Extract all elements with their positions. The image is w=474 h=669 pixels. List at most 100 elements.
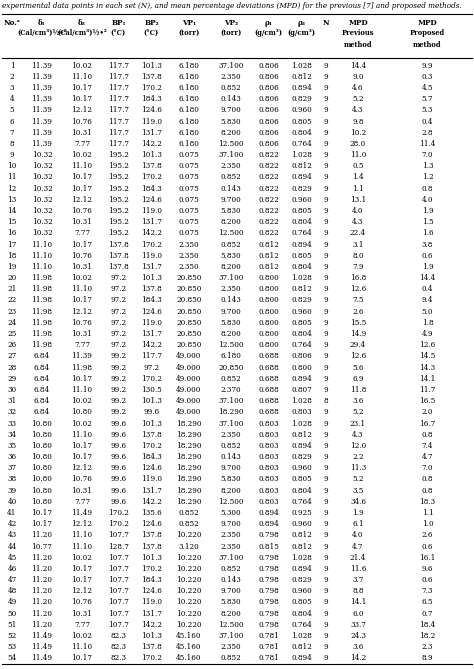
Text: 0.798: 0.798 bbox=[258, 587, 279, 595]
Text: 49: 49 bbox=[8, 599, 17, 607]
Text: 11.98: 11.98 bbox=[31, 330, 53, 338]
Text: 11.39: 11.39 bbox=[32, 118, 53, 126]
Text: 0.894: 0.894 bbox=[291, 654, 312, 662]
Text: 0.6: 0.6 bbox=[422, 252, 433, 260]
Text: 9: 9 bbox=[323, 341, 328, 349]
Text: 0.806: 0.806 bbox=[258, 140, 279, 148]
Text: 0.806: 0.806 bbox=[258, 95, 279, 103]
Text: 2.350: 2.350 bbox=[179, 252, 199, 260]
Text: 137.8: 137.8 bbox=[141, 285, 162, 293]
Text: 0.812: 0.812 bbox=[291, 73, 312, 81]
Text: 9: 9 bbox=[323, 386, 328, 394]
Text: 117.7: 117.7 bbox=[108, 62, 129, 70]
Text: Previous: Previous bbox=[342, 29, 374, 37]
Text: 6.5: 6.5 bbox=[422, 599, 433, 607]
Text: 10.17: 10.17 bbox=[72, 442, 92, 450]
Text: 9: 9 bbox=[323, 353, 328, 361]
Text: (torr): (torr) bbox=[220, 29, 242, 37]
Text: 107.7: 107.7 bbox=[108, 609, 129, 617]
Text: 15.5: 15.5 bbox=[350, 319, 366, 327]
Text: 4.9: 4.9 bbox=[422, 330, 433, 338]
Text: 13.1: 13.1 bbox=[350, 196, 366, 204]
Text: 0.798: 0.798 bbox=[258, 599, 279, 607]
Text: 18: 18 bbox=[7, 252, 17, 260]
Text: 10.80: 10.80 bbox=[32, 464, 53, 472]
Text: δ₂: δ₂ bbox=[78, 19, 86, 27]
Text: 0.894: 0.894 bbox=[291, 375, 312, 383]
Text: 10.31: 10.31 bbox=[72, 609, 92, 617]
Text: 0.800: 0.800 bbox=[258, 274, 279, 282]
Text: 20.850: 20.850 bbox=[176, 274, 202, 282]
Text: 8.8: 8.8 bbox=[352, 587, 364, 595]
Text: 11.10: 11.10 bbox=[31, 252, 53, 260]
Text: 0.804: 0.804 bbox=[291, 609, 312, 617]
Text: 12.500: 12.500 bbox=[218, 498, 244, 506]
Text: (torr): (torr) bbox=[178, 29, 200, 37]
Text: 23.1: 23.1 bbox=[350, 419, 366, 427]
Text: 10.80: 10.80 bbox=[32, 486, 53, 494]
Text: 1.9: 1.9 bbox=[352, 509, 364, 517]
Text: 142.2: 142.2 bbox=[141, 229, 162, 237]
Text: 9.700: 9.700 bbox=[220, 520, 241, 529]
Text: 9: 9 bbox=[323, 419, 328, 427]
Text: (°C): (°C) bbox=[144, 29, 159, 37]
Text: VP₁: VP₁ bbox=[182, 19, 196, 27]
Text: 117.7: 117.7 bbox=[108, 118, 129, 126]
Text: 0.688: 0.688 bbox=[258, 397, 279, 405]
Text: 4.0: 4.0 bbox=[352, 531, 364, 539]
Text: 1.028: 1.028 bbox=[291, 397, 312, 405]
Text: 99.2: 99.2 bbox=[110, 386, 127, 394]
Text: 97.2: 97.2 bbox=[110, 296, 127, 304]
Text: 1.028: 1.028 bbox=[291, 62, 312, 70]
Text: 11: 11 bbox=[7, 173, 17, 181]
Text: 9.700: 9.700 bbox=[220, 587, 241, 595]
Text: 184.3: 184.3 bbox=[141, 576, 162, 584]
Text: 0.925: 0.925 bbox=[291, 509, 312, 517]
Text: 49.000: 49.000 bbox=[176, 375, 202, 383]
Text: 10.32: 10.32 bbox=[32, 151, 52, 159]
Text: 11.39: 11.39 bbox=[32, 84, 53, 92]
Text: 12.500: 12.500 bbox=[218, 229, 244, 237]
Text: method: method bbox=[413, 41, 442, 49]
Text: 12.12: 12.12 bbox=[72, 587, 92, 595]
Text: 5.6: 5.6 bbox=[352, 363, 364, 371]
Text: 170.2: 170.2 bbox=[141, 442, 162, 450]
Text: 0.803: 0.803 bbox=[258, 419, 279, 427]
Text: 195.2: 195.2 bbox=[108, 151, 129, 159]
Text: 45: 45 bbox=[8, 554, 17, 562]
Text: 45.160: 45.160 bbox=[176, 654, 202, 662]
Text: 0.812: 0.812 bbox=[258, 252, 279, 260]
Text: 35: 35 bbox=[8, 442, 17, 450]
Text: 101.3: 101.3 bbox=[141, 274, 162, 282]
Text: 0.960: 0.960 bbox=[291, 520, 312, 529]
Text: 10.220: 10.220 bbox=[176, 599, 202, 607]
Text: 9: 9 bbox=[323, 218, 328, 226]
Text: 16: 16 bbox=[7, 229, 17, 237]
Text: 10.220: 10.220 bbox=[176, 531, 202, 539]
Text: 37.100: 37.100 bbox=[219, 554, 244, 562]
Text: 0.764: 0.764 bbox=[291, 140, 312, 148]
Text: 14.9: 14.9 bbox=[350, 330, 366, 338]
Text: 101.3: 101.3 bbox=[141, 419, 162, 427]
Text: 99.6: 99.6 bbox=[110, 419, 127, 427]
Text: 11.20: 11.20 bbox=[31, 554, 53, 562]
Text: 10.220: 10.220 bbox=[176, 576, 202, 584]
Text: 9: 9 bbox=[323, 408, 328, 416]
Text: 9: 9 bbox=[323, 543, 328, 551]
Text: 8.200: 8.200 bbox=[220, 263, 241, 271]
Text: 0.804: 0.804 bbox=[291, 128, 312, 136]
Text: 11.98: 11.98 bbox=[72, 363, 92, 371]
Text: 2.0: 2.0 bbox=[422, 408, 433, 416]
Text: 0.143: 0.143 bbox=[220, 95, 241, 103]
Text: 0.075: 0.075 bbox=[179, 207, 200, 215]
Text: 195.2: 195.2 bbox=[108, 185, 129, 193]
Text: 10.17: 10.17 bbox=[72, 84, 92, 92]
Text: 11.49: 11.49 bbox=[72, 509, 92, 517]
Text: 0.688: 0.688 bbox=[258, 375, 279, 383]
Text: 3.5: 3.5 bbox=[352, 486, 364, 494]
Text: 10.77: 10.77 bbox=[32, 543, 53, 551]
Text: 10.17: 10.17 bbox=[72, 296, 92, 304]
Text: 45.160: 45.160 bbox=[176, 643, 202, 651]
Text: 18.290: 18.290 bbox=[176, 442, 202, 450]
Text: 10.17: 10.17 bbox=[72, 241, 92, 249]
